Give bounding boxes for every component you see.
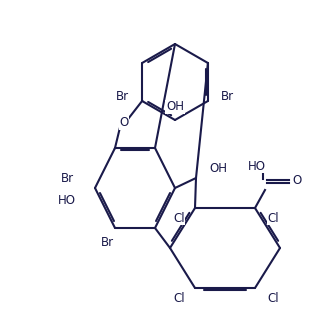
Text: Cl: Cl [173,291,185,305]
Text: Cl: Cl [267,212,279,224]
Text: Br: Br [221,90,234,104]
Text: Br: Br [116,90,129,104]
Text: Cl: Cl [267,291,279,305]
Text: HO: HO [248,160,266,172]
Text: Br: Br [60,171,73,185]
Text: Cl: Cl [173,212,185,224]
Text: HO: HO [58,193,76,207]
Text: OH: OH [166,100,184,114]
Text: OH: OH [209,162,227,174]
Text: O: O [292,174,302,188]
Text: Br: Br [100,236,113,248]
Text: O: O [119,116,129,130]
